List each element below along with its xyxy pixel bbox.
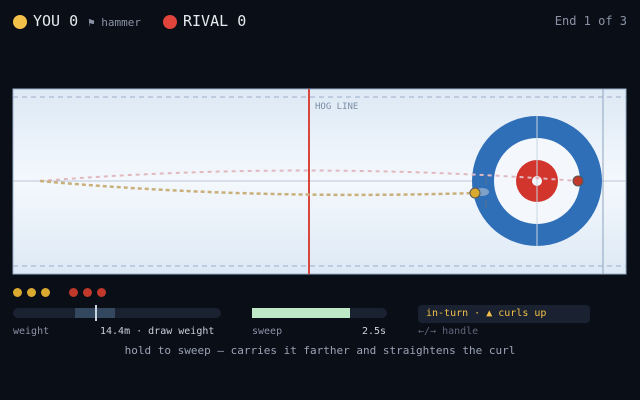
stone-yellow	[469, 187, 481, 199]
rival-dot	[163, 15, 177, 29]
end-counter: End 1 of 3	[554, 14, 627, 28]
player-score: YOU 0	[33, 12, 78, 30]
turn-label: in-turn · ▲ curls up	[426, 308, 547, 319]
stone-left	[97, 288, 106, 297]
rival-path	[39, 169, 579, 182]
weight-value: 14.4m · draw weight	[100, 326, 215, 337]
score: 0	[69, 12, 79, 30]
stone-left	[69, 288, 78, 297]
stone-left	[27, 288, 36, 297]
sweep-value: 2.5s	[362, 326, 387, 337]
weight-label: weight	[13, 326, 50, 337]
player-name: RIVAL	[183, 12, 229, 30]
rival-score: RIVAL 0	[183, 12, 246, 30]
turn-hint: ←/→ handle	[418, 326, 479, 337]
sweep-label: sweep	[252, 326, 283, 337]
help-text: hold to sweep — carries it farther and s…	[124, 344, 516, 357]
turn-pill[interactable]	[418, 305, 590, 323]
weight-track	[13, 308, 221, 318]
sweep-fill	[252, 308, 350, 318]
hammer: ⚑ hammer	[88, 16, 141, 29]
score: 0	[237, 12, 247, 30]
player-name: YOU	[33, 12, 61, 30]
shot-path	[39, 179, 476, 197]
sheet: HOG LINE	[12, 88, 627, 275]
stone-left	[13, 288, 22, 297]
stone-red	[572, 175, 584, 187]
stone-left	[41, 288, 50, 297]
weight-thumb[interactable]	[95, 305, 97, 321]
stone-left	[83, 288, 92, 297]
player-dot	[13, 15, 27, 29]
hog-label: HOG LINE	[315, 102, 358, 112]
